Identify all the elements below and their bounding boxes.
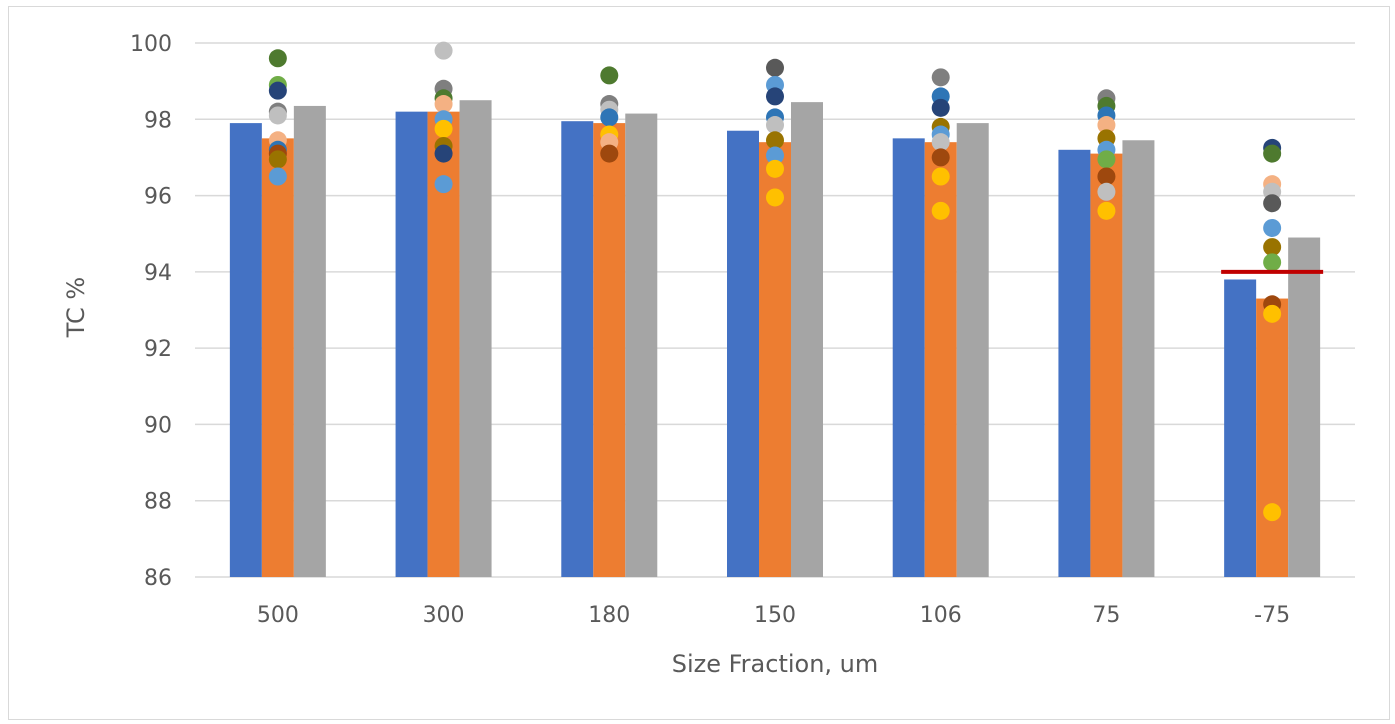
bar	[1090, 153, 1123, 577]
x-tick-label: 106	[920, 603, 962, 628]
bar	[459, 100, 492, 577]
data-point	[268, 81, 287, 100]
x-tick-label: 300	[423, 603, 465, 628]
bar	[1224, 279, 1257, 577]
data-point	[766, 188, 784, 207]
data-point	[1263, 253, 1282, 272]
bars	[229, 100, 1321, 578]
data-point	[600, 66, 619, 85]
data-point	[1097, 201, 1116, 220]
data-point	[434, 95, 453, 114]
data-point	[434, 144, 453, 163]
x-axis-tick-labels: 500 300 180 150 106 75 -75	[257, 603, 1290, 628]
data-point	[434, 41, 453, 60]
x-tick-label: 180	[588, 603, 630, 628]
data-point	[1097, 167, 1116, 186]
bar	[727, 130, 759, 577]
data-point	[766, 131, 784, 150]
data-point	[1263, 238, 1282, 257]
data-point	[766, 146, 784, 165]
y-tick-label: 88	[144, 490, 172, 515]
data-point	[600, 144, 619, 163]
data-point	[766, 58, 784, 77]
data-point	[434, 175, 453, 194]
bar	[561, 121, 594, 577]
data-point	[434, 119, 453, 138]
data-point	[931, 133, 950, 152]
bar	[395, 111, 428, 578]
x-tick-label: 150	[754, 603, 796, 628]
data-point	[1263, 194, 1282, 213]
bar	[593, 123, 626, 577]
bar	[229, 123, 262, 577]
bar	[791, 102, 823, 577]
data-point	[600, 108, 619, 127]
data-point	[931, 201, 950, 220]
data-point	[766, 116, 784, 135]
bar	[1122, 140, 1155, 577]
x-tick-label: 75	[1092, 603, 1120, 628]
y-tick-label: 96	[144, 185, 172, 210]
bar	[892, 138, 925, 577]
bar	[956, 123, 989, 577]
data-point	[268, 167, 287, 186]
bar	[1256, 298, 1289, 577]
data-point	[931, 167, 950, 186]
y-tick-label: 100	[130, 32, 172, 57]
data-point	[268, 106, 287, 125]
overlay-points	[268, 41, 1282, 522]
y-tick-label: 92	[144, 337, 172, 362]
data-point	[1263, 144, 1282, 163]
data-point	[1263, 503, 1282, 522]
data-point	[1263, 218, 1282, 237]
y-axis-title: TC %	[62, 277, 90, 338]
data-point	[1097, 116, 1116, 135]
y-tick-label: 86	[144, 566, 172, 591]
data-point	[1263, 304, 1282, 323]
bar	[625, 113, 658, 578]
bar	[1288, 237, 1321, 577]
data-point	[766, 87, 784, 106]
y-tick-label: 90	[144, 413, 172, 438]
data-point	[931, 98, 950, 117]
y-tick-label: 94	[144, 261, 172, 286]
data-point	[1097, 182, 1116, 201]
bar	[759, 142, 791, 577]
x-tick-label: 500	[257, 603, 299, 628]
x-axis-title: Size Fraction, um	[672, 650, 879, 678]
x-tick-label: -75	[1254, 603, 1290, 628]
data-point	[268, 49, 287, 68]
bar	[261, 138, 294, 577]
bar	[1058, 149, 1091, 578]
y-tick-label: 98	[144, 108, 172, 133]
bar	[293, 105, 326, 577]
y-axis-tick-labels: 86 88 90 92 94 96 98 100	[130, 32, 172, 591]
data-point	[931, 68, 950, 87]
data-point	[1097, 150, 1116, 169]
data-point	[766, 159, 784, 178]
data-point	[931, 148, 950, 167]
data-point	[268, 150, 287, 169]
